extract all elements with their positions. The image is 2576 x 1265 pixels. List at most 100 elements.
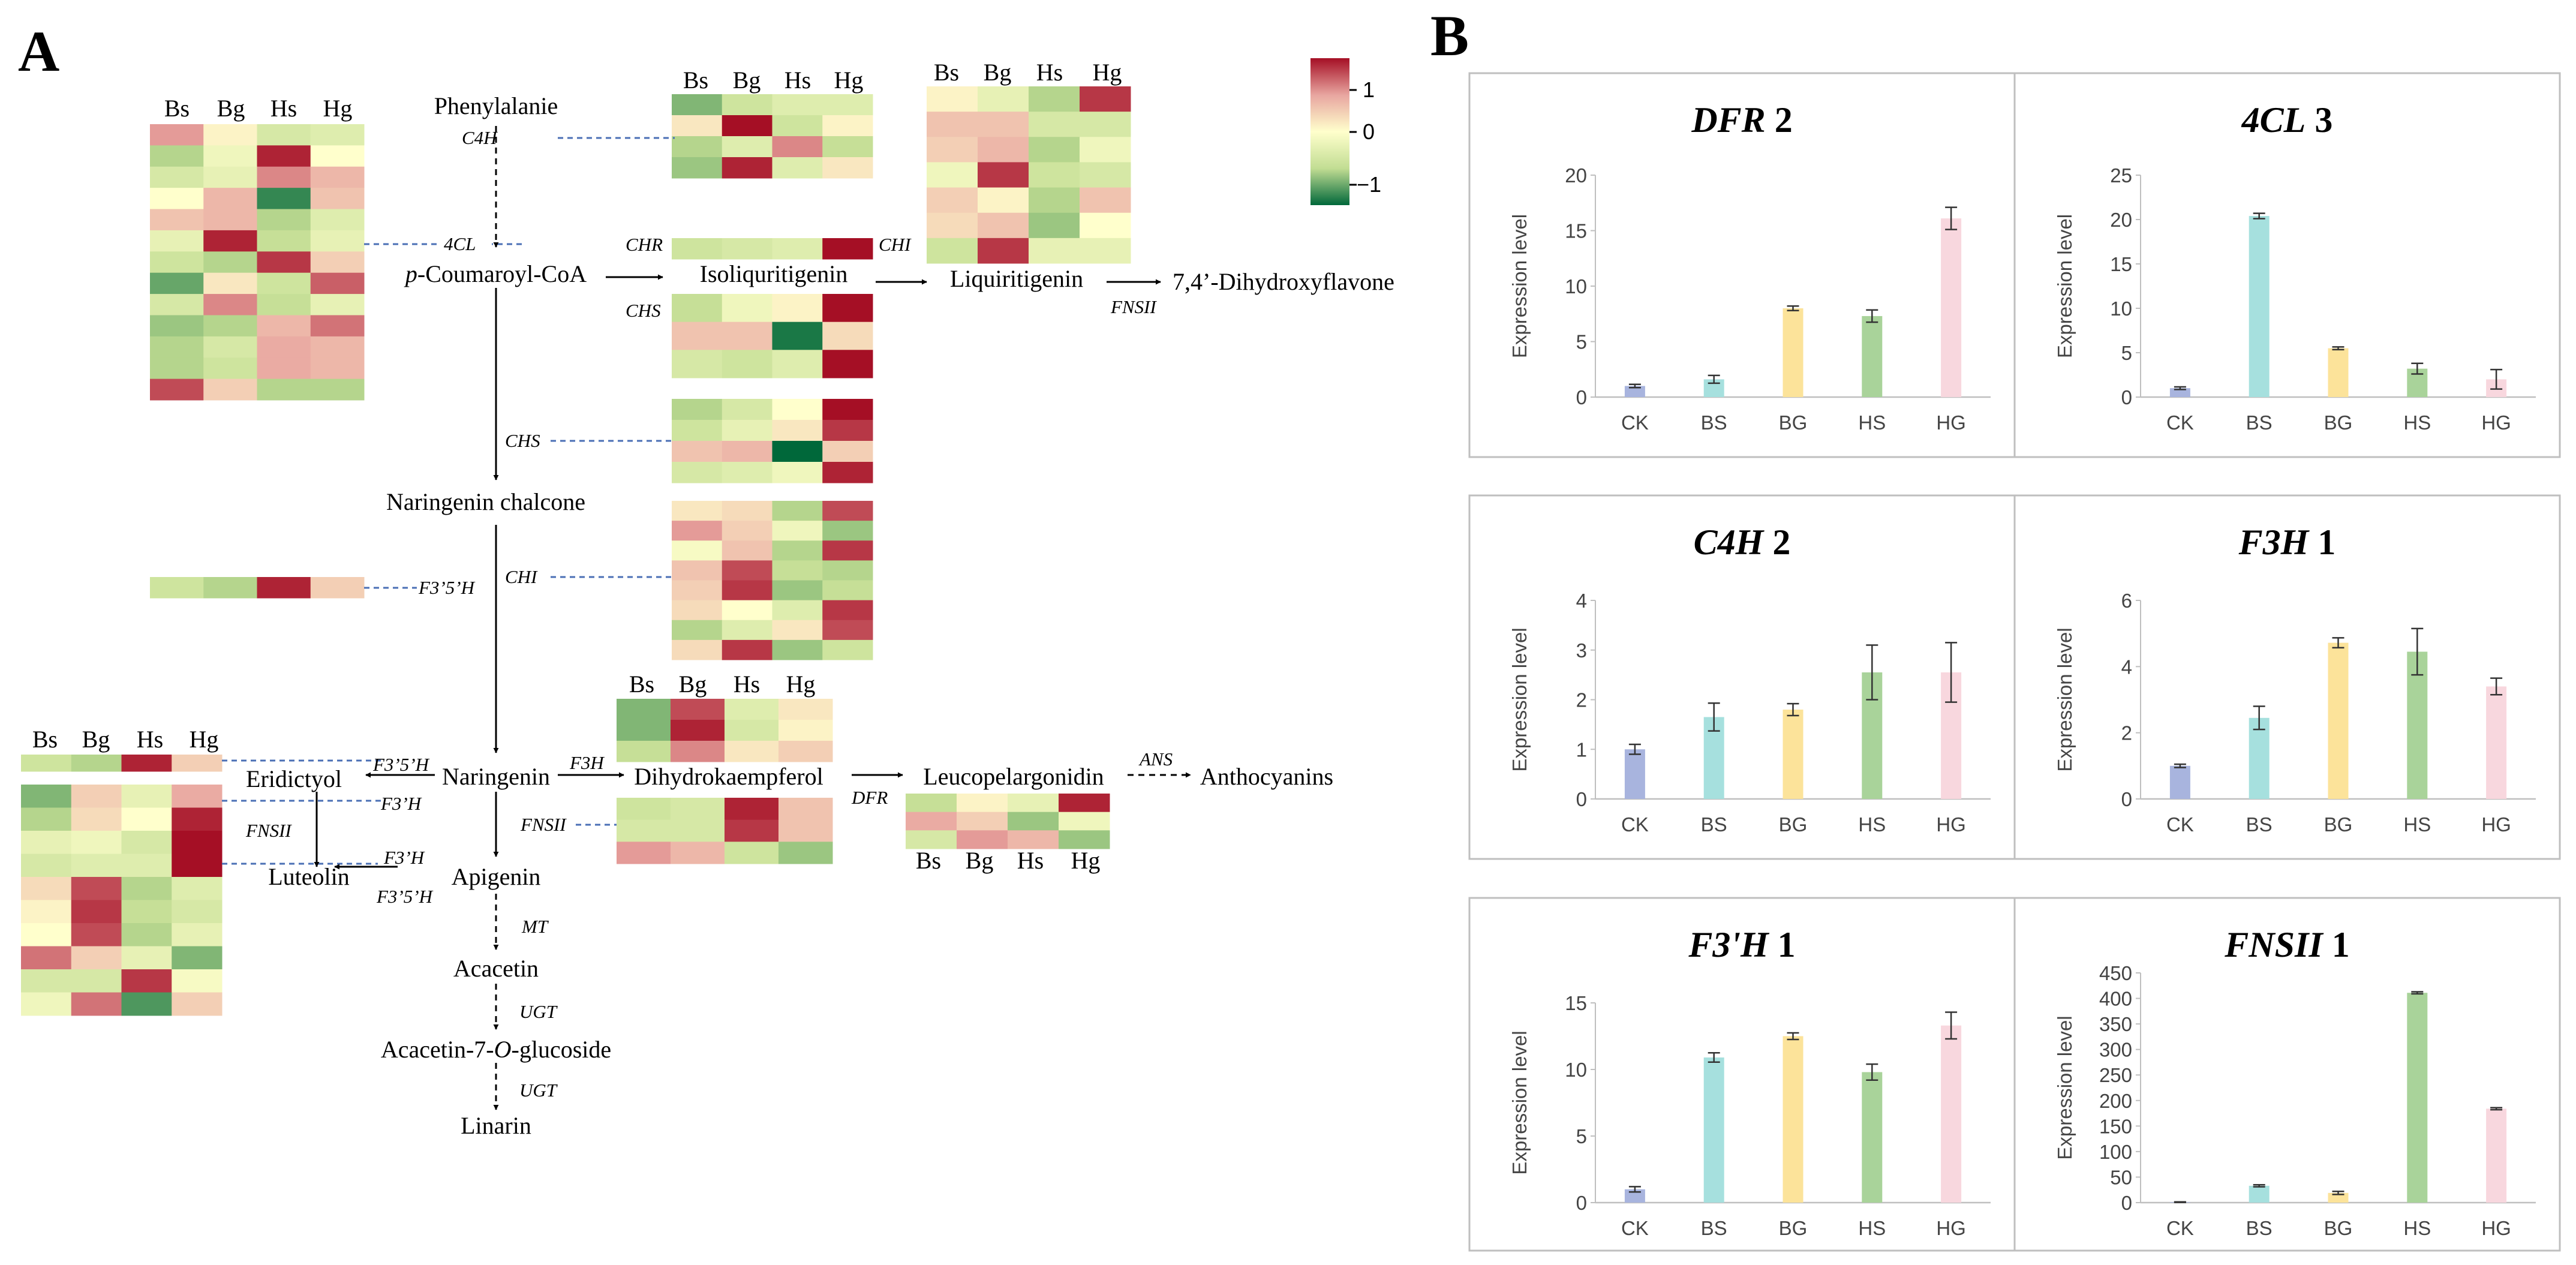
chart-title-gene: F3'H [1688,925,1770,964]
heatmap-cell [121,854,172,878]
heatmap-cell [672,620,723,641]
bar [2328,642,2349,799]
hm-header: Bs [934,59,959,86]
heatmap-cell [257,357,311,380]
heatmap-cell [772,136,823,158]
hm-header: Hg [1071,847,1101,874]
heatmap-cell [150,251,204,274]
heatmap-cell [772,441,823,462]
y-tick-label: 450 [2099,962,2132,984]
heatmap-cell [150,124,204,146]
heatmap-cell [772,238,823,260]
heatmap-cell [672,501,723,521]
heatmap-cell [957,794,1008,813]
enzyme-f35h-left: F3’5’H [418,577,476,598]
enzyme-chs: CHS [505,430,540,451]
heatmap-cell [772,600,823,621]
heatmap-cell [150,188,204,210]
heatmap-cell [772,560,823,581]
heatmap-cell [722,540,773,561]
heatmap-cell [671,699,725,720]
heatmap-cell [203,315,257,337]
y-tick-label: 5 [1576,1125,1587,1147]
heatmap-cell [71,992,122,1016]
heatmap-cell [822,580,873,601]
heatmap-cell [672,580,723,601]
compound-dihydrokaempferol: Dihydrokaempferol [634,763,823,790]
heatmap-cell [310,230,365,252]
y-tick-label: 0 [2121,386,2132,408]
hm-header: Bg [733,67,761,94]
heatmap-cell [617,819,671,842]
heatmap-cell [722,560,773,581]
heatmap-cell [203,209,257,231]
heatmap-c4h [672,94,873,179]
heatmap-cell [822,639,873,660]
bar [1624,386,1645,397]
y-tick-label: 15 [1565,220,1587,242]
heatmap-cell [822,600,873,621]
heatmap-cell [772,420,823,441]
y-tick-label: 2 [1576,689,1587,711]
enzyme-fnsii-top: FNSII [1110,296,1157,317]
chart-title: F3H 1 [2238,522,2336,562]
heatmap-cell [71,785,122,808]
heatmap-cell [822,115,873,137]
bar [2249,216,2270,397]
y-tick-label: 0 [2121,1192,2132,1214]
heatmap-cell [672,639,723,660]
heatmap-cell [203,145,257,167]
heatmap-cell [71,807,122,831]
heatmap-cell [822,238,873,260]
x-tick-label: HG [1936,813,1966,836]
heatmap-cell [772,620,823,641]
hm-header: Bs [629,671,654,698]
enzyme-4cl: 4CL [444,233,476,254]
compound-dihydroxyflavone: 7,4’-Dihydroxyflavone [1173,268,1394,295]
x-tick-label: HG [2481,813,2511,836]
enzyme-chr: CHR [626,234,663,255]
heatmap-cell [772,294,823,323]
x-tick-label: CK [2166,813,2194,836]
heatmap-cell [722,115,773,137]
heatmap-cell [310,251,365,274]
heatmap-cell [172,807,223,831]
heatmap-cell [21,854,72,878]
chart-frame [1468,72,2016,458]
y-tick-label: 50 [2110,1166,2132,1188]
enzyme-f3ph-b: F3’H [383,847,425,868]
bar [2328,1192,2349,1203]
heatmap-cell [310,357,365,380]
heatmap-cell [978,187,1029,214]
heatmap-cell [1029,212,1080,239]
heatmap-cell [172,877,223,900]
compound-naringenin-chalcone: Naringenin chalcone [386,488,585,515]
heatmap-cell [121,877,172,900]
heatmap-f35h_left [150,577,365,599]
heatmap-cell [778,741,833,762]
heatmap-cell [150,378,204,401]
x-tick-label: HG [1936,1217,1966,1239]
compound-eriodictyol: Eridictyol [246,765,342,792]
hm-header: Bg [984,59,1012,86]
heatmap-cell [310,336,365,358]
x-tick-label: BS [1701,1217,1727,1239]
heatmap-cell [772,399,823,420]
heatmap-cell [927,112,978,137]
heatmap-cell [722,639,773,660]
heatmap-cell [672,136,723,158]
heatmap-cell [21,992,72,1016]
heatmap-cell [1080,162,1131,188]
chart-title-number: 2 [1766,100,1793,140]
y-tick-label: 4 [2121,656,2132,678]
heatmap-cell [822,462,873,483]
chart-title-gene: 4CL [2241,100,2306,140]
heatmap-cell [822,620,873,641]
x-tick-label: BS [2246,1217,2273,1239]
chart-frame [2013,72,2561,458]
heatmap-cell [957,830,1008,849]
heatmap-cell [121,969,172,993]
